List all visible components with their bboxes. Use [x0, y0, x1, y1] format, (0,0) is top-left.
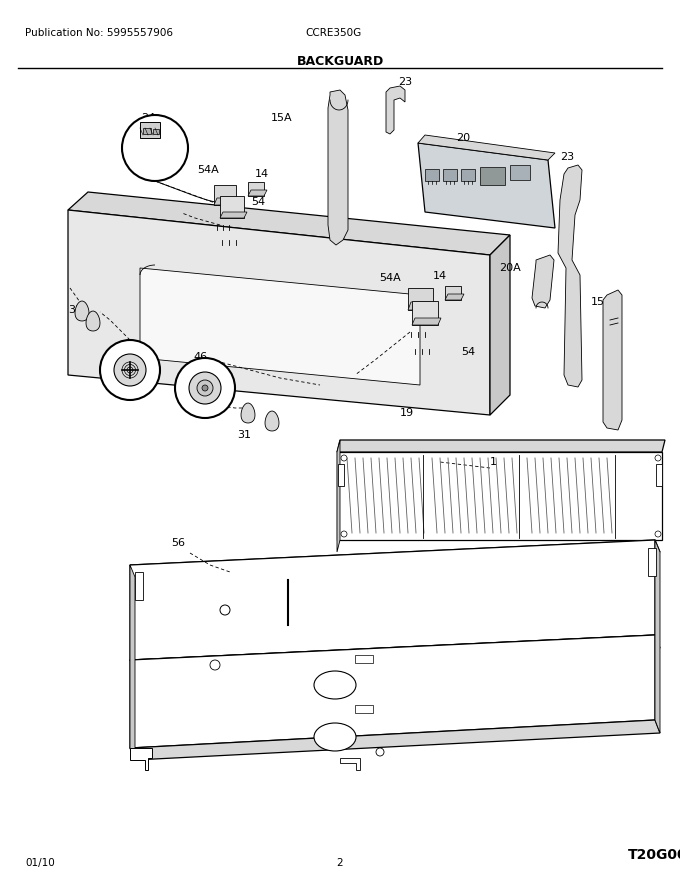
Polygon shape	[337, 452, 662, 540]
Bar	[355, 705, 373, 713]
Text: 54: 54	[251, 197, 265, 207]
Text: 31: 31	[237, 430, 251, 440]
Text: 20: 20	[456, 133, 470, 143]
Text: BACKGUARD: BACKGUARD	[296, 55, 384, 68]
Polygon shape	[140, 268, 420, 385]
Text: 23: 23	[398, 77, 412, 87]
Bar	[425, 169, 439, 181]
Bar	[412, 301, 438, 325]
Circle shape	[100, 340, 160, 400]
Polygon shape	[241, 403, 255, 423]
Ellipse shape	[314, 723, 356, 751]
Text: 14: 14	[433, 271, 447, 281]
Text: T20G0095: T20G0095	[628, 848, 680, 862]
Circle shape	[114, 354, 146, 386]
Polygon shape	[130, 635, 660, 672]
Text: 19: 19	[400, 408, 414, 418]
Text: 1: 1	[490, 457, 496, 467]
Bar	[153, 129, 159, 134]
Polygon shape	[75, 301, 89, 321]
Polygon shape	[130, 720, 660, 760]
Circle shape	[175, 358, 235, 418]
Circle shape	[341, 455, 347, 461]
Bar	[140, 122, 160, 138]
Polygon shape	[490, 235, 510, 415]
Bar	[143, 128, 151, 134]
Text: CCRE350G: CCRE350G	[305, 28, 361, 38]
Polygon shape	[418, 143, 555, 228]
Polygon shape	[386, 86, 405, 134]
Circle shape	[197, 380, 213, 396]
Polygon shape	[408, 302, 436, 310]
Text: 31: 31	[68, 305, 82, 315]
Polygon shape	[68, 210, 490, 415]
Polygon shape	[130, 565, 135, 760]
Bar	[443, 169, 457, 181]
Bar	[248, 182, 264, 196]
Bar	[220, 196, 244, 218]
Text: 01/10: 01/10	[25, 858, 55, 868]
Bar	[355, 655, 373, 663]
Text: Publication No: 5995557906: Publication No: 5995557906	[25, 28, 173, 38]
Text: 15A: 15A	[271, 113, 293, 123]
Circle shape	[341, 531, 347, 537]
Bar	[214, 185, 236, 205]
Bar	[480, 167, 505, 185]
Circle shape	[189, 372, 221, 404]
Polygon shape	[603, 290, 622, 430]
Polygon shape	[418, 135, 555, 160]
Text: 54A: 54A	[379, 273, 401, 283]
Bar	[135, 572, 143, 600]
Circle shape	[122, 115, 188, 181]
Bar	[656, 464, 662, 486]
Polygon shape	[265, 411, 279, 431]
Text: 14: 14	[255, 169, 269, 179]
Text: 24: 24	[141, 113, 155, 123]
Bar	[461, 169, 475, 181]
Text: 69: 69	[121, 392, 135, 402]
Bar	[338, 464, 344, 486]
Polygon shape	[130, 748, 152, 770]
Polygon shape	[445, 294, 464, 300]
Text: 46: 46	[193, 352, 207, 362]
Text: 20A: 20A	[499, 263, 521, 273]
Polygon shape	[220, 212, 247, 218]
Bar	[648, 548, 656, 576]
Polygon shape	[337, 440, 665, 452]
Polygon shape	[214, 198, 239, 205]
Bar	[510, 165, 530, 180]
Text: 56: 56	[171, 538, 185, 548]
Text: 54: 54	[461, 347, 475, 357]
Circle shape	[655, 455, 661, 461]
Text: 2: 2	[337, 858, 343, 868]
Circle shape	[655, 531, 661, 537]
Polygon shape	[532, 255, 554, 308]
Text: 15: 15	[591, 297, 605, 307]
Ellipse shape	[314, 671, 356, 699]
Polygon shape	[130, 540, 655, 660]
Circle shape	[220, 605, 230, 615]
Polygon shape	[328, 90, 348, 245]
Circle shape	[376, 748, 384, 756]
Polygon shape	[558, 165, 582, 387]
Polygon shape	[68, 192, 510, 255]
Polygon shape	[130, 635, 655, 748]
Polygon shape	[86, 311, 100, 331]
Circle shape	[210, 660, 220, 670]
Text: 54A: 54A	[197, 165, 219, 175]
Polygon shape	[248, 190, 267, 196]
Text: 23: 23	[560, 152, 574, 162]
Bar	[408, 288, 433, 310]
Bar	[445, 286, 461, 300]
Polygon shape	[337, 440, 340, 552]
Polygon shape	[655, 540, 660, 733]
Polygon shape	[130, 540, 660, 577]
Circle shape	[202, 385, 208, 391]
Polygon shape	[340, 758, 360, 770]
Polygon shape	[412, 318, 441, 325]
